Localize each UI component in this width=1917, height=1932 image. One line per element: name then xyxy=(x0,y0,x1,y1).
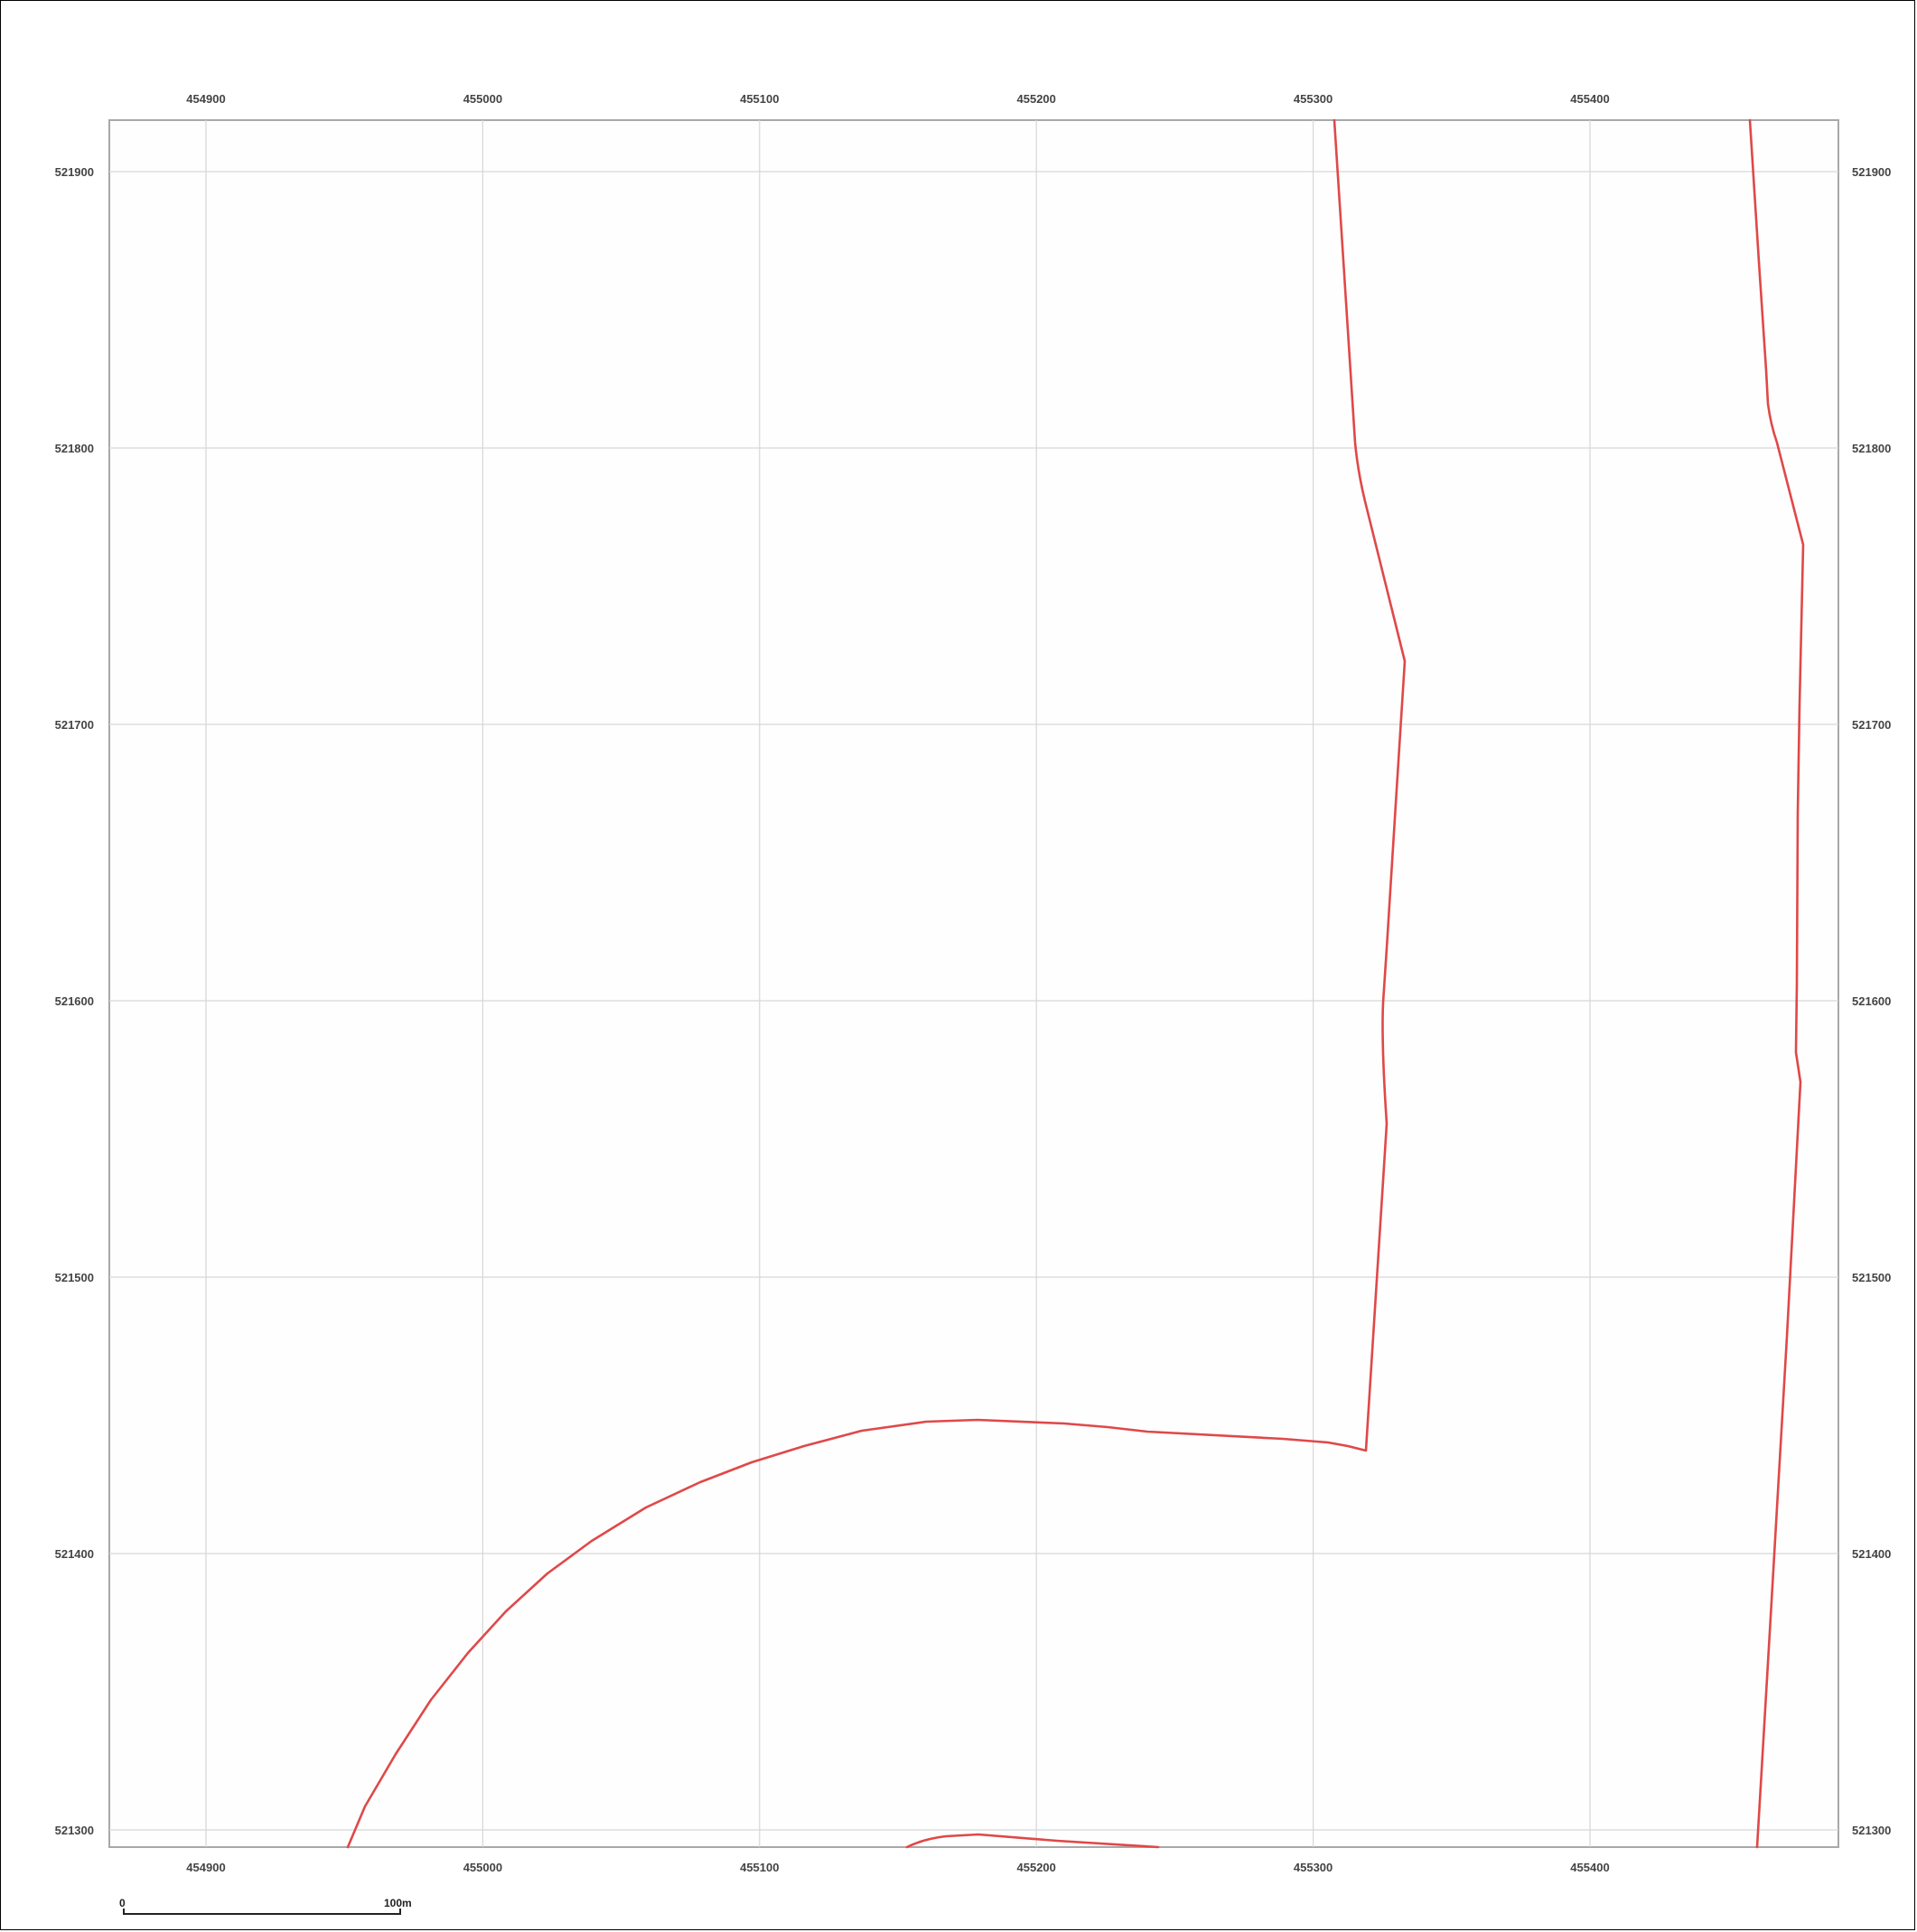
y-tick-label-left: 521500 xyxy=(55,1271,94,1284)
map-area xyxy=(108,119,1839,1848)
parcel-boundaries xyxy=(346,118,1805,1849)
x-tick-label-bottom: 455400 xyxy=(1570,1861,1609,1874)
x-tick-label-bottom: 455100 xyxy=(740,1861,779,1874)
y-axis-left: 521900 521800 521700 521600 521500 521400 5213… xyxy=(55,165,94,1837)
x-axis-top: 454900 455000 455100 455200 455300 455400 xyxy=(186,92,1609,106)
y-tick-label-right: 521800 xyxy=(1852,442,1891,455)
x-axis-bottom: 454900 455000 455100 455200 455300 455400 xyxy=(186,1861,1609,1874)
y-tick-label-right: 521700 xyxy=(1852,718,1891,732)
x-tick-label-top: 454900 xyxy=(186,92,225,106)
x-tick-label-bottom: 454900 xyxy=(186,1861,225,1874)
boundary-line-central xyxy=(346,118,1407,1849)
y-tick-label-right: 521500 xyxy=(1852,1271,1891,1284)
scale-bar: 0 100m xyxy=(119,1897,412,1915)
x-tick-label-top: 455300 xyxy=(1294,92,1333,106)
grid-lines xyxy=(109,120,1838,1847)
y-tick-label-left: 521900 xyxy=(55,165,94,179)
x-tick-label-top: 455400 xyxy=(1570,92,1609,106)
scale-bar-end-label: 100m xyxy=(384,1897,412,1909)
x-tick-label-top: 455100 xyxy=(740,92,779,106)
y-tick-label-right: 521300 xyxy=(1852,1824,1891,1837)
y-tick-label-right: 521400 xyxy=(1852,1547,1891,1561)
y-tick-label-right: 521600 xyxy=(1852,994,1891,1008)
boundary-line-east xyxy=(1748,118,1805,1849)
y-tick-label-left: 521400 xyxy=(55,1547,94,1561)
x-tick-label-bottom: 455300 xyxy=(1294,1861,1333,1874)
y-tick-label-left: 521700 xyxy=(55,718,94,732)
x-tick-label-top: 455000 xyxy=(463,92,502,106)
y-axis-right: 521900 521800 521700 521600 521500 521400 5213… xyxy=(1852,165,1891,1837)
x-tick-label-bottom: 455000 xyxy=(463,1861,502,1874)
y-tick-label-left: 521800 xyxy=(55,442,94,455)
boundary-line-south xyxy=(905,1833,1160,1849)
scale-bar-start-label: 0 xyxy=(119,1897,126,1909)
x-tick-label-bottom: 455200 xyxy=(1017,1861,1056,1874)
y-tick-label-right: 521900 xyxy=(1852,165,1891,179)
x-tick-label-top: 455200 xyxy=(1017,92,1056,106)
y-tick-label-left: 521600 xyxy=(55,994,94,1008)
y-tick-label-left: 521300 xyxy=(55,1824,94,1837)
